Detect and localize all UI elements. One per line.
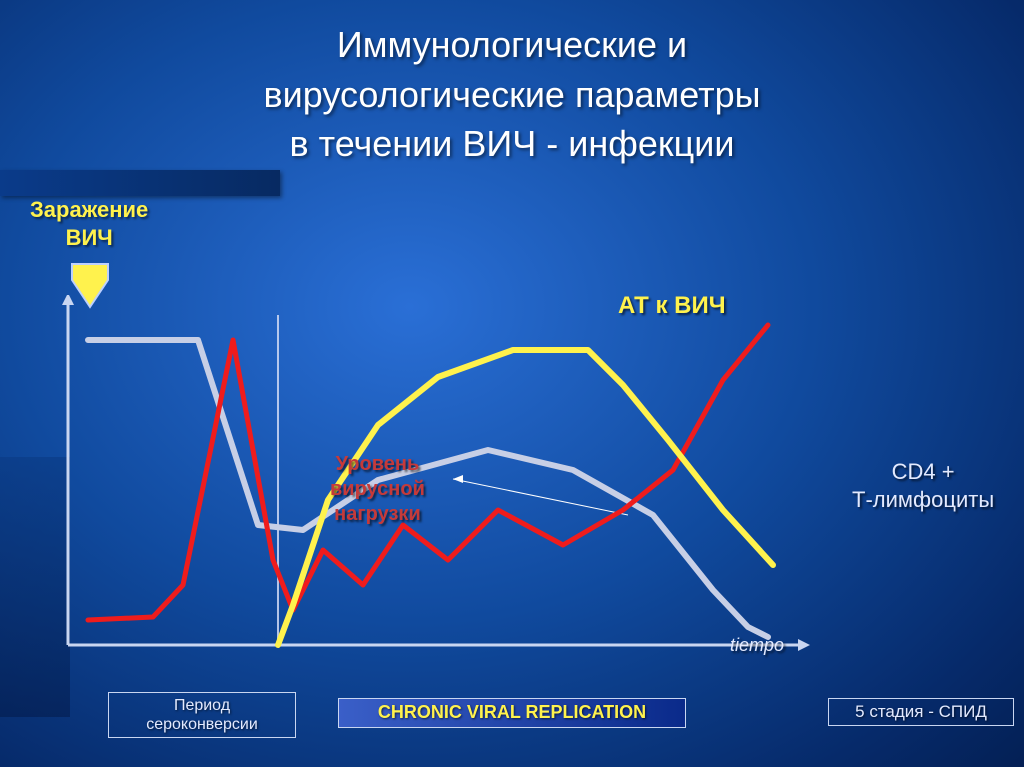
stage-chronic: CHRONIC VIRAL REPLICATION [338,698,686,728]
viral-load-label: Уровень вирусной нагрузки [330,452,425,527]
viral-line-3: нагрузки [334,503,421,525]
cd4-label: CD4 + Т-лимфоциты [852,458,994,513]
title-line-3: в течении ВИЧ - инфекции [289,123,734,164]
infection-line-2: ВИЧ [66,225,113,250]
stage-left-line-2: сероконверсии [146,716,258,733]
accent-bar [0,170,280,196]
title-line-2: вирусологические параметры [264,74,761,115]
viral-line-2: вирусной [330,478,425,500]
slide-title: Иммунологические и вирусологические пара… [0,0,1024,169]
cd4-line-2: Т-лимфоциты [852,487,994,512]
cd4-line-1: CD4 + [892,459,955,484]
viral-line-1: Уровень [336,453,420,475]
x-axis-label: tiempo [730,635,784,656]
infection-label: Заражение ВИЧ [30,196,148,251]
chart-area [48,295,818,675]
slide: Иммунологические и вирусологические пара… [0,0,1024,767]
stage-seroconversion: Период сероконверсии [108,692,296,738]
stage-aids: 5 стадия - СПИД [828,698,1014,726]
title-line-1: Иммунологические и [337,24,687,65]
stage-left-line-1: Период [174,697,230,714]
infection-line-1: Заражение [30,197,148,222]
antibodies-label: АТ к ВИЧ [618,292,726,320]
